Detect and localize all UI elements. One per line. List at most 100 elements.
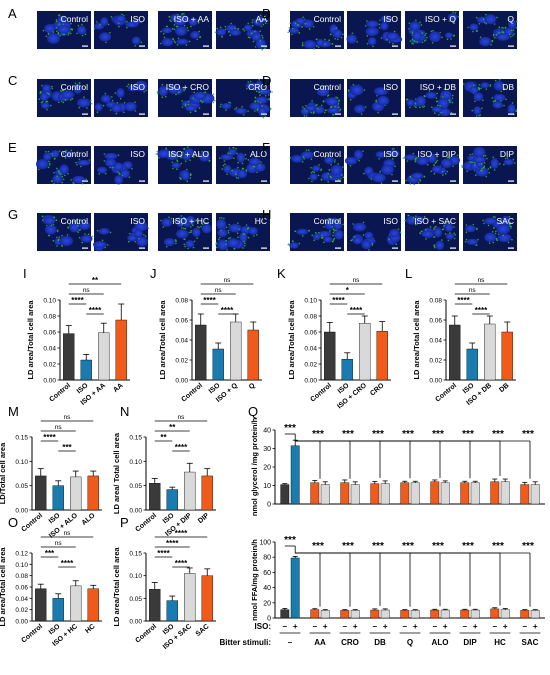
lipid-droplet — [450, 111, 453, 114]
lipid-droplet — [184, 18, 187, 21]
bar — [98, 332, 110, 381]
y-axis-label: nmol glycerol /mg protein/h — [250, 417, 259, 516]
panel-letter: E — [8, 140, 17, 155]
lipid-droplet — [64, 174, 66, 177]
lipid-droplet — [225, 226, 228, 229]
lipid-droplet — [451, 154, 454, 156]
significance-label: **** — [203, 296, 216, 305]
lipid-droplet — [324, 156, 326, 158]
lipid-droplet — [331, 225, 333, 228]
lipid-droplet — [71, 97, 74, 100]
bar — [430, 481, 440, 505]
lipid-droplet — [481, 167, 483, 170]
y-tick-label: 100 — [259, 540, 271, 547]
lipid-droplet — [264, 115, 267, 118]
micrograph-image: Control — [287, 213, 344, 251]
scale-bar — [392, 180, 398, 182]
lipid-droplet — [370, 178, 373, 180]
significance-label: ns — [64, 414, 72, 421]
significance-label: **** — [350, 306, 363, 315]
lipid-droplet — [419, 179, 421, 181]
micrograph-label: DB — [502, 82, 514, 92]
bar — [290, 557, 300, 619]
lipid-droplet — [145, 89, 147, 92]
nucleus-blob — [44, 24, 56, 34]
lipid-droplet — [328, 39, 331, 42]
lipid-droplet — [304, 22, 307, 25]
lipid-droplet — [155, 153, 158, 155]
lipid-droplet — [163, 36, 166, 39]
lipid-droplet — [244, 242, 246, 245]
lipid-droplet — [212, 93, 215, 95]
lipid-droplet — [421, 41, 424, 44]
scale-bar — [82, 45, 88, 47]
nucleus-blob — [312, 233, 322, 241]
lipid-droplet — [90, 102, 93, 105]
lipid-droplet — [342, 166, 344, 168]
lipid-droplet — [298, 31, 301, 34]
lipid-droplet — [465, 231, 468, 234]
lipid-droplet — [478, 88, 481, 91]
lipid-droplet — [289, 22, 292, 25]
lipid-droplet — [251, 32, 253, 35]
lipid-droplet — [227, 152, 229, 154]
lipid-droplet — [435, 161, 438, 163]
lipid-droplet — [435, 97, 438, 99]
lipid-droplet — [62, 178, 65, 181]
chart-P: 0.00 0.05 0.10 0.15 LD area/Total cell area C… — [112, 529, 216, 651]
micrograph-image: ALO — [216, 146, 270, 184]
lipid-droplet — [332, 239, 335, 241]
lipid-droplet — [424, 39, 427, 41]
lipid-droplet — [178, 86, 181, 88]
lipid-droplet — [408, 22, 411, 24]
iso-sign: + — [473, 622, 478, 631]
significance-label: ** — [160, 433, 167, 442]
lipid-droplet — [317, 174, 320, 177]
lipid-droplet — [192, 246, 195, 249]
lipid-droplet — [202, 100, 204, 103]
lipid-droplet — [453, 232, 455, 235]
lipid-droplet — [215, 243, 217, 245]
nucleus-blob — [176, 38, 189, 45]
lipid-droplet — [463, 83, 465, 85]
lipid-droplet — [497, 233, 500, 236]
bar — [520, 610, 530, 619]
iso-row-label: ISO: — [255, 622, 271, 631]
micrograph-label: ISO — [130, 149, 145, 159]
nucleus-blob — [236, 152, 246, 163]
nucleus-blob — [472, 156, 487, 163]
x-tick-label: Control — [434, 382, 458, 403]
lipid-droplet — [435, 225, 437, 228]
nucleus-blob — [412, 30, 422, 41]
lipid-droplet — [126, 20, 128, 23]
y-tick-label: 40 — [263, 428, 271, 435]
scale-bar — [82, 180, 88, 182]
lipid-droplet — [80, 220, 83, 222]
lipid-droplet — [375, 100, 378, 103]
lipid-droplet — [414, 160, 416, 163]
lipid-droplet — [50, 224, 53, 227]
lipid-droplet — [364, 106, 367, 108]
lipid-droplet — [62, 152, 65, 154]
lipid-droplet — [225, 243, 227, 246]
iso-sign: – — [403, 622, 408, 631]
lipid-droplet — [47, 150, 50, 153]
bar — [501, 331, 513, 381]
nucleus-blob — [69, 222, 80, 233]
lipid-droplet — [360, 113, 363, 115]
lipid-droplet — [228, 147, 231, 150]
lipid-droplet — [503, 104, 505, 107]
lipid-droplet — [475, 16, 478, 19]
lipid-droplet — [55, 219, 58, 222]
lipid-droplet — [386, 38, 388, 41]
nucleus-blob — [332, 222, 343, 230]
micrograph-label: ISO — [383, 149, 398, 159]
lipid-droplet — [110, 96, 113, 98]
significance-label: **** — [71, 296, 84, 305]
nucleus-blob — [415, 95, 426, 107]
nucleus-blob — [249, 102, 262, 111]
x-tick-label: DIP — [197, 512, 211, 525]
lipid-droplet — [42, 219, 44, 222]
lipid-droplet — [186, 27, 189, 29]
lipid-droplet — [433, 112, 436, 115]
